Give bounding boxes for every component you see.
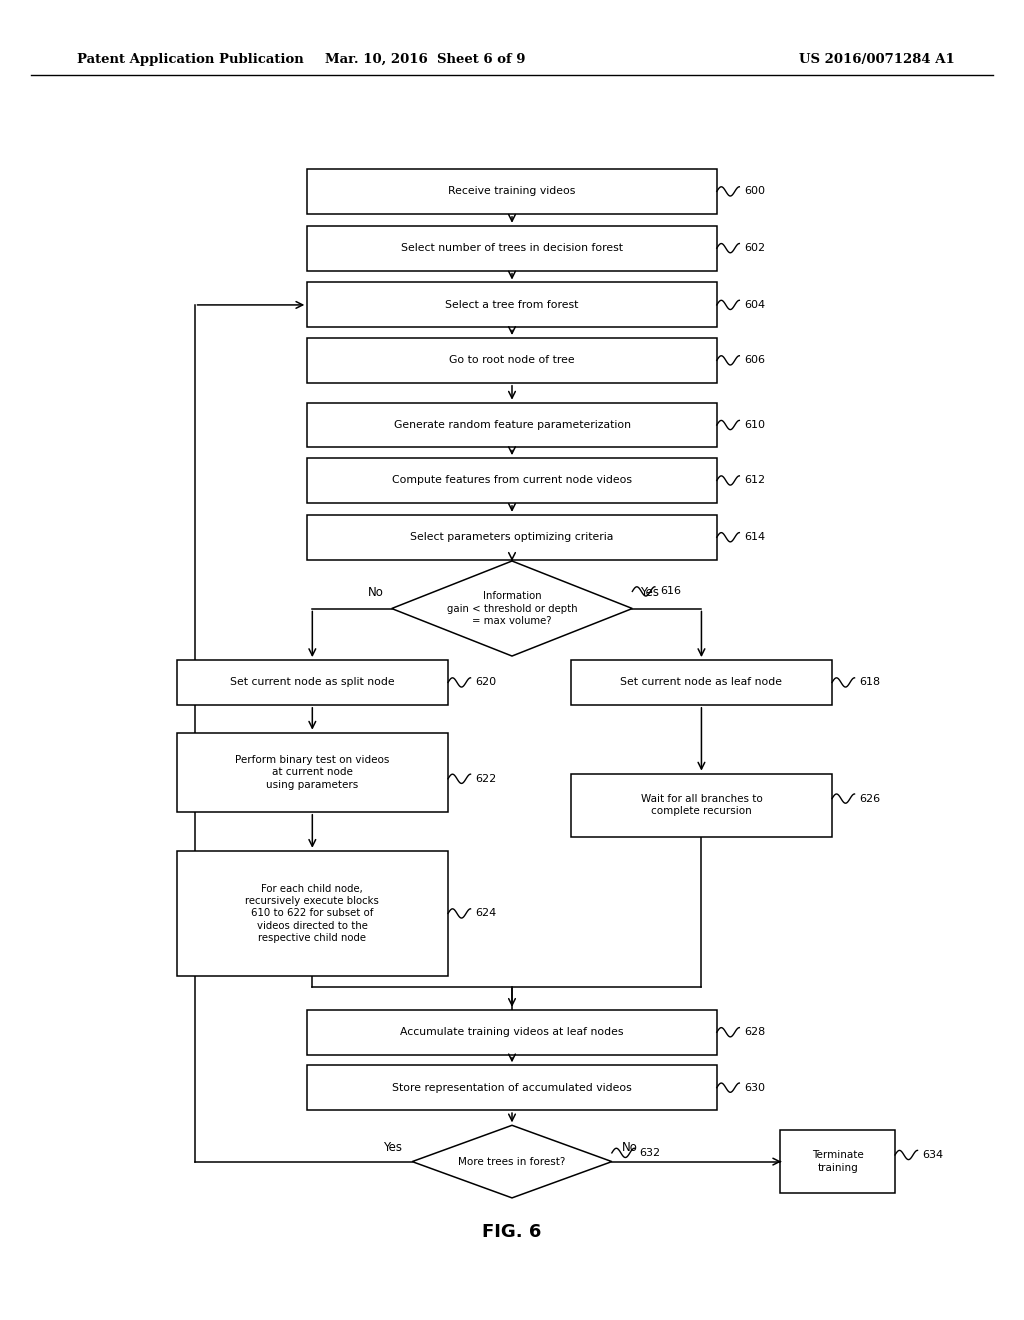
FancyBboxPatch shape (176, 850, 449, 977)
Text: US 2016/0071284 A1: US 2016/0071284 A1 (799, 53, 954, 66)
Text: Information
gain < threshold or depth
= max volume?: Information gain < threshold or depth = … (446, 591, 578, 626)
FancyBboxPatch shape (571, 660, 833, 705)
Text: Store representation of accumulated videos: Store representation of accumulated vide… (392, 1082, 632, 1093)
Polygon shape (391, 561, 632, 656)
Text: 610: 610 (744, 420, 766, 430)
Text: 630: 630 (744, 1082, 766, 1093)
Text: Select number of trees in decision forest: Select number of trees in decision fores… (401, 243, 623, 253)
FancyBboxPatch shape (307, 338, 717, 383)
FancyBboxPatch shape (176, 733, 449, 812)
FancyBboxPatch shape (307, 1010, 717, 1055)
Text: Compute features from current node videos: Compute features from current node video… (392, 475, 632, 486)
FancyBboxPatch shape (307, 403, 717, 447)
Text: Go to root node of tree: Go to root node of tree (450, 355, 574, 366)
Polygon shape (412, 1125, 612, 1199)
Text: 626: 626 (860, 793, 881, 804)
Text: 620: 620 (475, 677, 497, 688)
FancyBboxPatch shape (307, 226, 717, 271)
Text: For each child node,
recursively execute blocks
610 to 622 for subset of
videos : For each child node, recursively execute… (246, 883, 379, 944)
Text: Set current node as leaf node: Set current node as leaf node (621, 677, 782, 688)
Text: FIG. 6: FIG. 6 (482, 1222, 542, 1241)
Text: 628: 628 (744, 1027, 766, 1038)
Text: Set current node as split node: Set current node as split node (230, 677, 394, 688)
FancyBboxPatch shape (307, 169, 717, 214)
Text: Generate random feature parameterization: Generate random feature parameterization (393, 420, 631, 430)
Text: Patent Application Publication: Patent Application Publication (77, 53, 303, 66)
Text: 632: 632 (639, 1148, 660, 1158)
Text: 600: 600 (744, 186, 766, 197)
Text: 606: 606 (744, 355, 766, 366)
FancyBboxPatch shape (307, 458, 717, 503)
Text: Terminate
training: Terminate training (812, 1151, 863, 1172)
Text: 634: 634 (923, 1150, 944, 1160)
Text: Wait for all branches to
complete recursion: Wait for all branches to complete recurs… (641, 795, 762, 816)
Text: No: No (623, 1140, 638, 1154)
Text: Yes: Yes (641, 586, 659, 599)
Text: Select parameters optimizing criteria: Select parameters optimizing criteria (411, 532, 613, 543)
FancyBboxPatch shape (780, 1130, 895, 1193)
Text: Perform binary test on videos
at current node
using parameters: Perform binary test on videos at current… (236, 755, 389, 789)
Text: 622: 622 (475, 774, 497, 784)
Text: 602: 602 (744, 243, 766, 253)
Text: 618: 618 (860, 677, 881, 688)
Text: Select a tree from forest: Select a tree from forest (445, 300, 579, 310)
Text: 616: 616 (659, 586, 681, 597)
Text: Receive training videos: Receive training videos (449, 186, 575, 197)
FancyBboxPatch shape (176, 660, 449, 705)
Text: 624: 624 (475, 908, 497, 919)
Text: No: No (368, 586, 383, 599)
Text: More trees in forest?: More trees in forest? (459, 1156, 565, 1167)
FancyBboxPatch shape (307, 515, 717, 560)
Text: Mar. 10, 2016  Sheet 6 of 9: Mar. 10, 2016 Sheet 6 of 9 (325, 53, 525, 66)
FancyBboxPatch shape (307, 1065, 717, 1110)
Text: 612: 612 (744, 475, 766, 486)
Text: 614: 614 (744, 532, 766, 543)
FancyBboxPatch shape (571, 774, 833, 837)
Text: Yes: Yes (383, 1140, 401, 1154)
Text: Accumulate training videos at leaf nodes: Accumulate training videos at leaf nodes (400, 1027, 624, 1038)
FancyBboxPatch shape (307, 282, 717, 327)
Text: 604: 604 (744, 300, 766, 310)
